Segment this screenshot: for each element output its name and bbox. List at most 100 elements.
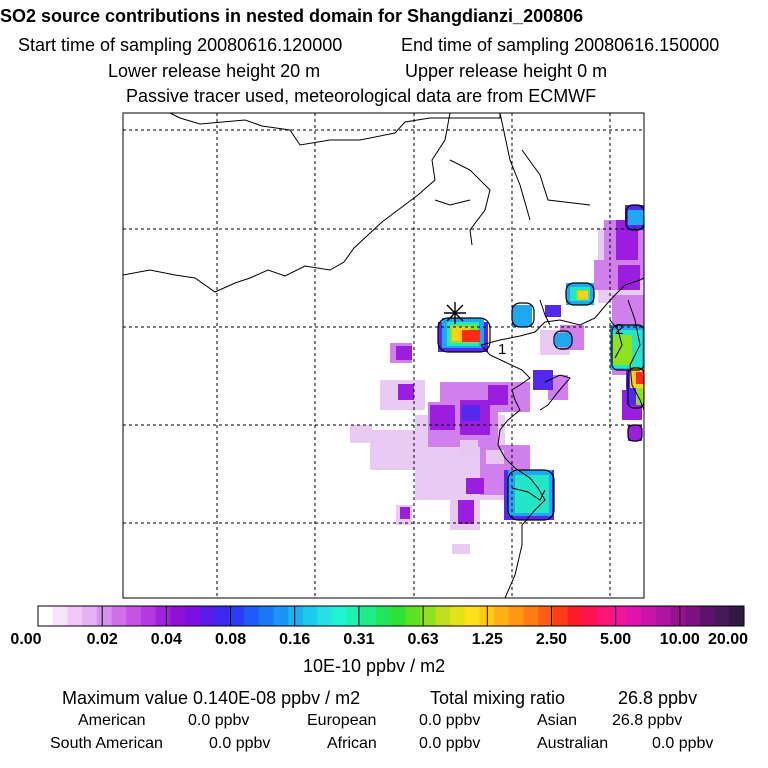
colorbar-swatch bbox=[641, 606, 657, 626]
colorbar bbox=[37, 605, 745, 627]
river bbox=[511, 487, 546, 501]
border-north bbox=[169, 113, 501, 146]
colorbar-swatch bbox=[288, 606, 304, 626]
colorbar-swatch bbox=[140, 606, 157, 626]
colorbar-swatch bbox=[464, 606, 480, 626]
colorbar-swatch bbox=[243, 606, 260, 626]
contour-outline bbox=[437, 317, 491, 353]
tracer-note: Passive tracer used, meteorological data… bbox=[126, 86, 597, 106]
start-time-label: Start time of sampling 20080616.120000 bbox=[18, 35, 343, 55]
border-east-4 bbox=[434, 199, 471, 206]
colorbar-swatch bbox=[611, 606, 627, 626]
colorbar-swatch bbox=[258, 606, 274, 626]
region-name: Australian bbox=[537, 735, 609, 752]
colorbar-swatch bbox=[596, 606, 613, 626]
plot-title: SO2 source contributions in nested domai… bbox=[0, 6, 584, 26]
colorbar-swatch bbox=[699, 606, 716, 626]
coast-bohai bbox=[480, 277, 644, 346]
colorbar-swatch bbox=[214, 606, 230, 626]
region-name: Asian bbox=[537, 712, 578, 729]
colorbar-swatch bbox=[346, 606, 363, 626]
colorbar-tick-label: 0.63 bbox=[407, 631, 439, 648]
map-label-2: 2 bbox=[615, 321, 623, 338]
colorbar-swatch bbox=[493, 606, 510, 626]
coastlines bbox=[123, 113, 644, 598]
lower-release-label: Lower release height 20 m bbox=[108, 61, 321, 81]
region-value: 26.8 ppbv bbox=[612, 712, 683, 729]
border-inner bbox=[123, 113, 451, 293]
colorbar-swatch bbox=[420, 606, 436, 626]
max-value-label: Maximum value 0.140E-08 ppbv / m2 bbox=[62, 688, 361, 708]
colorbar-swatch bbox=[729, 606, 745, 626]
concentration-field bbox=[350, 204, 644, 554]
coast-shandong bbox=[539, 374, 571, 411]
colorbar-swatch bbox=[508, 606, 524, 626]
colorbar-swatch bbox=[185, 606, 201, 626]
colorbar-swatch bbox=[567, 606, 583, 626]
border-east-3 bbox=[521, 149, 591, 206]
colorbar-swatch bbox=[405, 606, 421, 626]
colorbar-swatch bbox=[52, 606, 68, 626]
colorbar-swatch bbox=[38, 606, 54, 626]
colorbar-tick-label: 5.00 bbox=[600, 631, 632, 648]
colorbar-tick-label: 20.00 bbox=[707, 631, 749, 648]
colorbar-swatch bbox=[552, 606, 568, 626]
region-value: 0.0 ppbv bbox=[652, 735, 714, 752]
colorbar-swatch bbox=[199, 606, 215, 626]
coast-korea bbox=[609, 319, 623, 359]
coast-korea-2 bbox=[627, 299, 644, 411]
colorbar-tick-label: 0.08 bbox=[214, 631, 247, 648]
colorbar-frame bbox=[37, 605, 745, 627]
region-name: American bbox=[78, 712, 146, 729]
colorbar-swatch bbox=[435, 606, 451, 626]
coast-east bbox=[480, 344, 546, 598]
colorbar-tick-label: 2.50 bbox=[535, 631, 568, 648]
field-haze bbox=[350, 425, 372, 443]
colorbar-tick-label: 0.02 bbox=[86, 631, 118, 648]
field-purple bbox=[396, 346, 412, 360]
colorbar-swatch bbox=[317, 606, 333, 626]
region-value: 0.0 ppbv bbox=[419, 712, 481, 729]
colorbar-swatch bbox=[376, 606, 392, 626]
grid-lines bbox=[123, 113, 644, 598]
colorbar-tick-label: 0.04 bbox=[150, 631, 182, 648]
colorbar-swatch bbox=[449, 606, 466, 626]
colorbar-tick-label: 0.31 bbox=[343, 631, 375, 648]
upper-release-label: Upper release height 0 m bbox=[405, 61, 608, 81]
field-blue bbox=[545, 305, 561, 317]
colorbar-unit: 10E-10 ppbv / m2 bbox=[303, 656, 446, 676]
border-east-2 bbox=[499, 113, 531, 221]
colorbar-swatch bbox=[685, 606, 701, 626]
colorbar-swatch bbox=[155, 606, 171, 626]
region-name: European bbox=[307, 712, 377, 729]
colorbar-swatch bbox=[626, 606, 642, 626]
colorbar-swatch bbox=[273, 606, 289, 626]
colorbar-swatch bbox=[538, 606, 554, 626]
colorbar-swatch bbox=[96, 606, 113, 626]
map-frame bbox=[122, 112, 645, 599]
colorbar-tick-label: 0.16 bbox=[279, 631, 311, 648]
region-value: 0.0 ppbv bbox=[209, 735, 271, 752]
coast-liaodong bbox=[539, 299, 551, 326]
colorbar-tick-label: 10.00 bbox=[659, 631, 700, 648]
colorbar-swatch bbox=[655, 606, 671, 626]
colorbar-swatch bbox=[82, 606, 98, 626]
region-value: 0.0 ppbv bbox=[419, 735, 481, 752]
region-value: 0.0 ppbv bbox=[188, 712, 250, 729]
colorbar-tick-label: 1.25 bbox=[471, 631, 503, 648]
colorbar-swatch bbox=[714, 606, 730, 626]
colorbar-swatch bbox=[391, 606, 407, 626]
total-mixing-value: 26.8 ppbv bbox=[618, 688, 698, 708]
region-name: African bbox=[327, 735, 377, 752]
total-mixing-label: Total mixing ratio bbox=[430, 688, 566, 708]
field-gap bbox=[486, 450, 504, 464]
colorbar-swatch bbox=[670, 606, 686, 626]
colorbar-swatch bbox=[582, 606, 598, 626]
border-east-1 bbox=[449, 159, 491, 246]
colorbar-swatch bbox=[302, 606, 318, 626]
colorbar-swatch bbox=[229, 606, 245, 626]
colorbar-swatch bbox=[170, 606, 186, 626]
region-name: South American bbox=[50, 735, 163, 752]
field-light-blue bbox=[512, 305, 532, 327]
